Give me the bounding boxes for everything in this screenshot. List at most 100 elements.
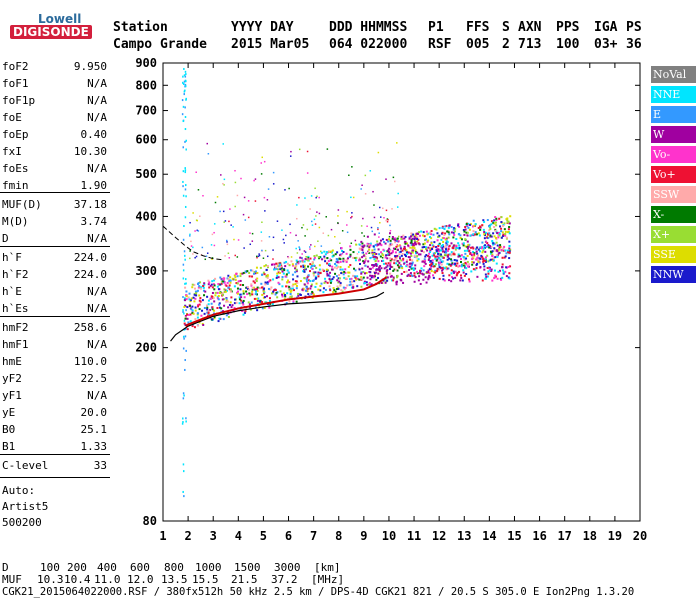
header-label-ddd-hhmmss: DDD HHMMSS [329,20,408,35]
legend-item-nnw: NNW [651,266,696,283]
echo-point [275,276,278,279]
echo-point [263,273,266,276]
echo-point [488,225,491,228]
echo-point [304,197,306,199]
echo-point [466,224,469,227]
echo-point [413,238,416,241]
echo-point [239,288,242,291]
echo-point [354,276,357,279]
echo-point [465,257,468,260]
echo-point [358,278,361,281]
echo-point [464,238,467,241]
echo-point [288,288,291,291]
echo-point [481,246,484,249]
echo-point [457,265,460,268]
echo-point [242,313,245,316]
echo-point [493,269,496,272]
echo-point [424,262,427,265]
echo-point [225,314,228,317]
echo-point [287,271,290,274]
echo-point [348,255,351,258]
echo-point [278,272,281,275]
echo-point [482,249,485,252]
header-label-axn: AXN [518,20,542,35]
echo-point [499,277,502,280]
echo-point [256,255,258,258]
header-value-s: 2 [502,37,510,52]
echo-point [248,292,251,295]
echo-point [258,286,261,289]
echo-point [240,296,243,299]
echo-point [508,244,511,247]
echo-point [253,297,256,300]
echo-point [430,265,433,268]
echo-point [363,282,366,285]
echo-point [336,279,339,282]
echo-point [373,233,376,236]
echo-point [400,237,403,240]
echo-point [381,260,384,263]
echo-point [340,247,343,250]
echo-point [296,281,299,284]
echo-point [197,230,200,232]
echo-point [198,285,201,288]
echo-point [296,204,298,206]
echo-point [266,276,269,279]
echo-point [439,266,442,269]
echo-point [497,236,500,239]
echo-point [388,254,391,257]
echo-point [504,249,507,252]
echo-point [463,264,466,267]
echo-point [247,200,250,202]
echo-point [241,301,244,304]
echo-point [441,260,444,263]
echo-point [182,194,185,197]
echo-point [490,268,493,271]
echo-point [441,272,444,275]
echo-point [406,275,409,278]
echo-point [346,210,348,213]
footer-distance-value: [km] [314,561,341,574]
echo-point [328,278,331,281]
echo-point [264,210,266,212]
echo-point [191,305,194,308]
echo-point [256,309,259,312]
echo-point [483,233,486,236]
echo-point [411,275,414,278]
echo-point [476,258,479,261]
x-tick-label: 19 [608,529,622,543]
echo-point [226,243,229,246]
echo-point [416,232,419,235]
echo-point [484,257,487,260]
echo-point [495,217,498,220]
echo-point [250,301,253,304]
echo-point [468,243,471,246]
echo-point [427,255,430,258]
echo-point [501,224,504,227]
echo-point [192,246,194,249]
echo-point [394,237,397,240]
echo-point [426,233,429,236]
echo-point [220,307,223,310]
echo-point [507,251,510,254]
echo-point [196,313,199,316]
echo-point [303,250,306,252]
echo-point [460,260,463,263]
echo-point [334,253,337,256]
echo-point [508,232,511,235]
echo-point [480,247,483,250]
echo-point [381,256,384,259]
echo-point [419,253,422,256]
echo-point [255,280,258,283]
echo-point [253,179,255,182]
echo-point [500,236,503,239]
echo-point [314,285,317,288]
header-label-p1: P1 [428,20,444,35]
echo-point [270,286,273,289]
echo-point [489,258,492,261]
echo-point [184,70,187,73]
echo-point [502,234,505,237]
echo-point [438,277,441,280]
echo-point [322,291,325,294]
echo-point [208,281,211,284]
